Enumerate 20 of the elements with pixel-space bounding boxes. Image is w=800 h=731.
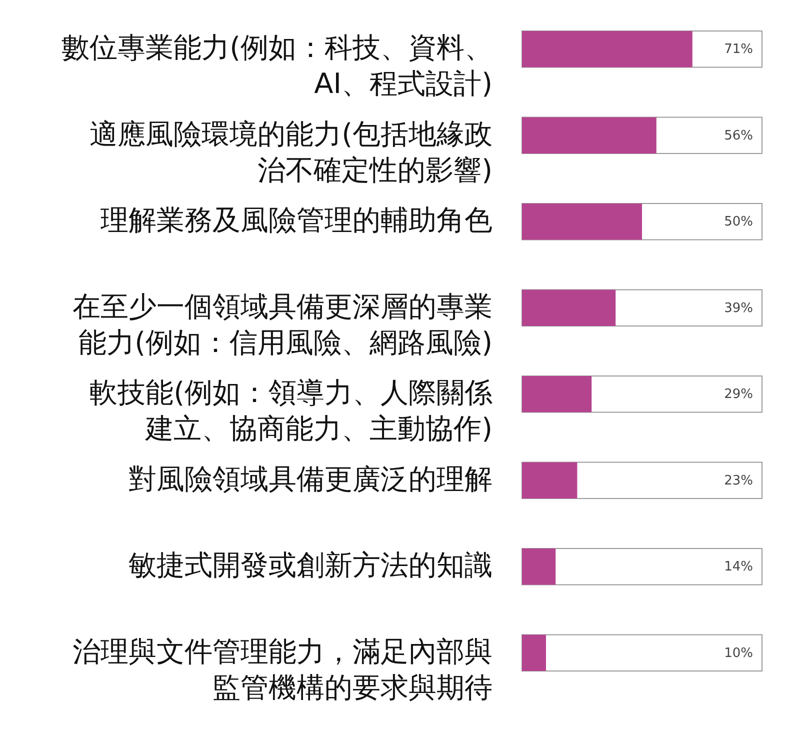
- data-label: 14%: [724, 560, 753, 575]
- y-tick-label: 敏捷式開發或創新方法的知識: [128, 548, 492, 582]
- y-tick-label: 對風險領域具備更廣泛的理解: [128, 462, 492, 496]
- data-label: 10%: [724, 646, 753, 661]
- y-tick-label: 治理與文件管理能力，滿足內部與監管機構的要求與期待: [72, 634, 492, 704]
- y-tick-label: 數位專業能力(例如：科技、資料、AI、程式設計): [62, 31, 492, 100]
- bar: [522, 548, 556, 585]
- data-label: 71%: [724, 42, 753, 58]
- data-label: 39%: [724, 300, 753, 316]
- y-tick-label: 理解業務及風險管理的輔助角色: [100, 204, 492, 237]
- data-label: 23%: [724, 473, 753, 488]
- bar: [522, 634, 546, 671]
- bar: [522, 462, 578, 498]
- data-label: 56%: [724, 128, 753, 144]
- data-label: 50%: [724, 214, 753, 230]
- y-tick-label: 軟技能(例如：領導力、人際關係建立、協商能力、主動協作): [90, 376, 492, 446]
- bar: [522, 376, 592, 412]
- y-tick-label: 適應風險環境的能力(包括地緣政治不確定性的影響): [90, 117, 492, 186]
- data-label: 29%: [724, 387, 753, 402]
- y-tick-label: 在至少一個領域具備更深層的專業能力(例如：信用風險、網路風險): [72, 290, 492, 359]
